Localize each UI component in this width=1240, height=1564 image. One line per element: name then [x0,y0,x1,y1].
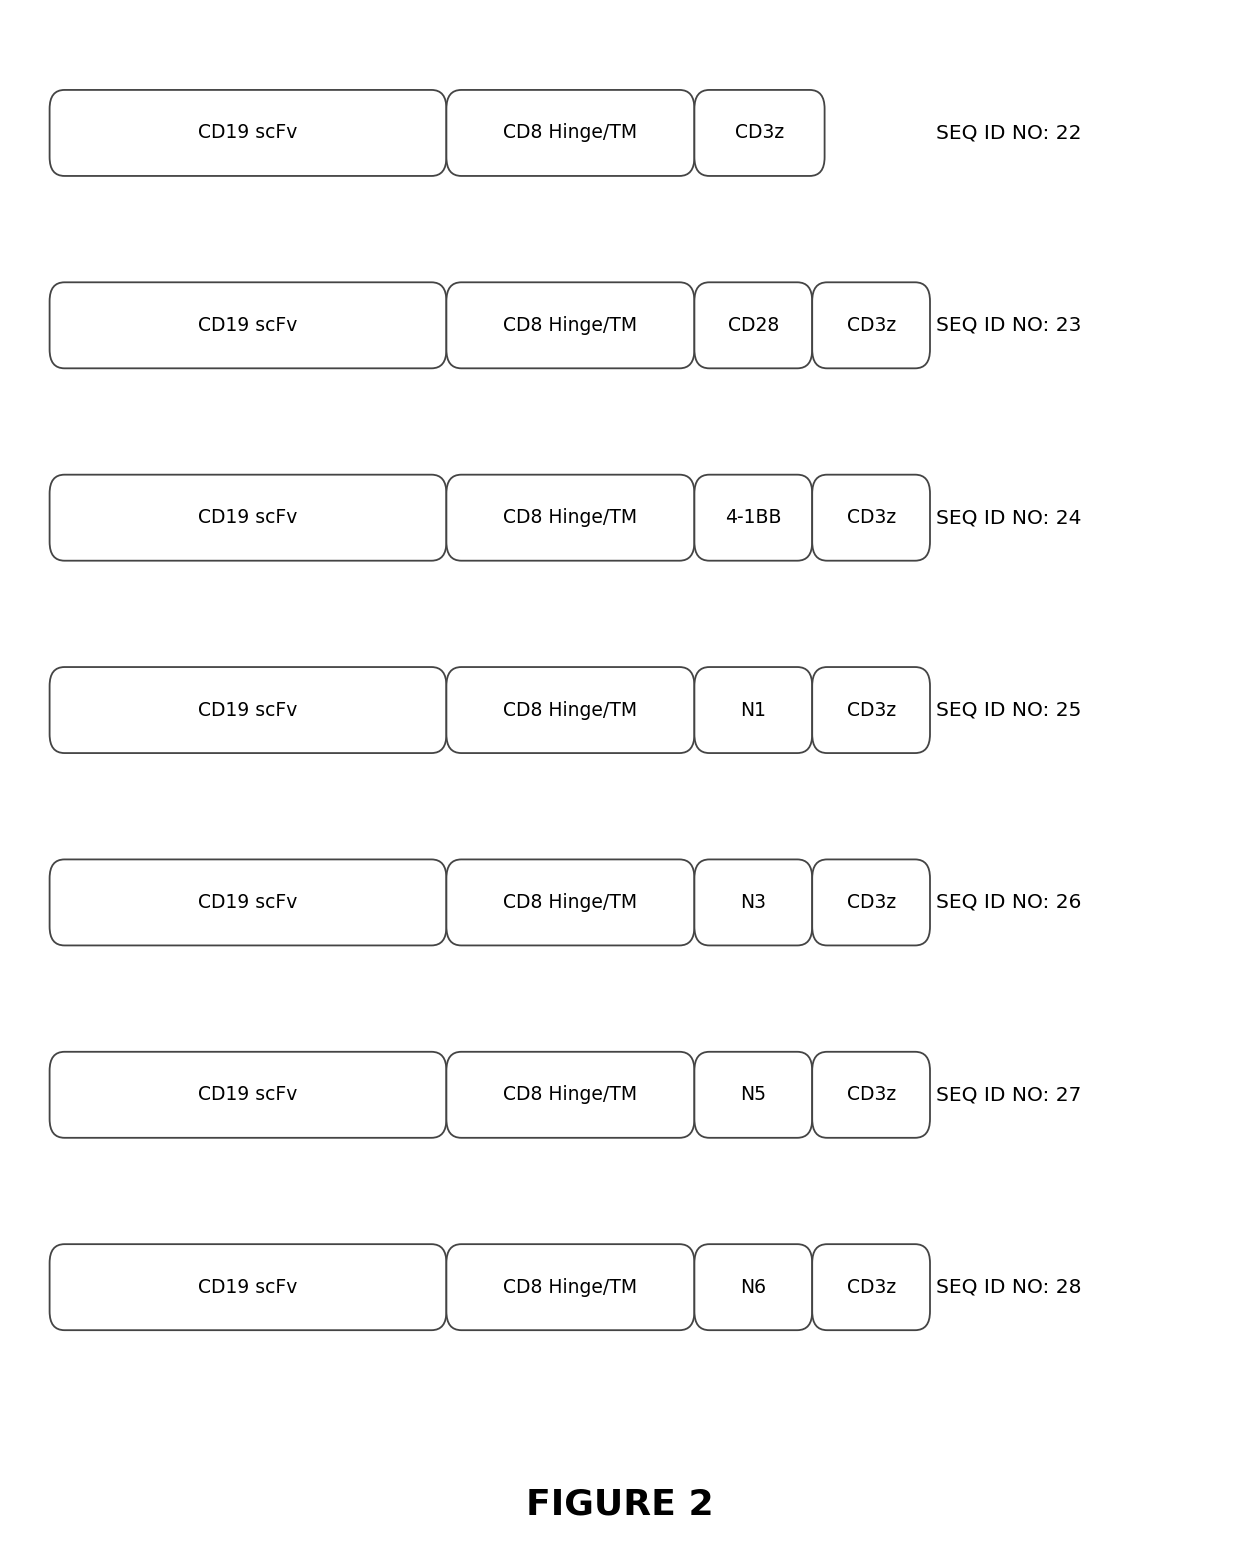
FancyBboxPatch shape [446,474,694,560]
FancyBboxPatch shape [446,666,694,752]
FancyBboxPatch shape [812,282,930,368]
Text: SEQ ID NO: 28: SEQ ID NO: 28 [936,1278,1081,1297]
Text: CD8 Hinge/TM: CD8 Hinge/TM [503,508,637,527]
Text: SEQ ID NO: 22: SEQ ID NO: 22 [936,124,1081,142]
FancyBboxPatch shape [50,282,446,368]
Text: CD8 Hinge/TM: CD8 Hinge/TM [503,1278,637,1297]
FancyBboxPatch shape [446,1051,694,1137]
FancyBboxPatch shape [694,666,812,752]
Text: CD19 scFv: CD19 scFv [198,316,298,335]
Text: CD8 Hinge/TM: CD8 Hinge/TM [503,893,637,912]
Text: 4-1BB: 4-1BB [725,508,781,527]
Text: CD8 Hinge/TM: CD8 Hinge/TM [503,701,637,719]
Text: CD19 scFv: CD19 scFv [198,1278,298,1297]
FancyBboxPatch shape [50,1243,446,1329]
Text: CD8 Hinge/TM: CD8 Hinge/TM [503,124,637,142]
Text: N1: N1 [740,701,766,719]
Text: SEQ ID NO: 23: SEQ ID NO: 23 [936,316,1081,335]
Text: CD3z: CD3z [847,1278,895,1297]
FancyBboxPatch shape [812,860,930,945]
Text: SEQ ID NO: 25: SEQ ID NO: 25 [936,701,1081,719]
Text: CD3z: CD3z [847,893,895,912]
Text: CD19 scFv: CD19 scFv [198,893,298,912]
FancyBboxPatch shape [50,474,446,560]
FancyBboxPatch shape [446,860,694,945]
Text: N5: N5 [740,1085,766,1104]
Text: CD3z: CD3z [847,1085,895,1104]
Text: CD3z: CD3z [735,124,784,142]
Text: CD19 scFv: CD19 scFv [198,1085,298,1104]
FancyBboxPatch shape [50,666,446,752]
FancyBboxPatch shape [694,474,812,560]
Text: CD19 scFv: CD19 scFv [198,508,298,527]
Text: CD3z: CD3z [847,701,895,719]
Text: CD19 scFv: CD19 scFv [198,124,298,142]
Text: CD3z: CD3z [847,508,895,527]
FancyBboxPatch shape [694,282,812,368]
Text: SEQ ID NO: 24: SEQ ID NO: 24 [936,508,1081,527]
FancyBboxPatch shape [812,1051,930,1137]
FancyBboxPatch shape [50,1051,446,1137]
FancyBboxPatch shape [50,89,446,175]
Text: N3: N3 [740,893,766,912]
Text: SEQ ID NO: 26: SEQ ID NO: 26 [936,893,1081,912]
Text: CD28: CD28 [728,316,779,335]
FancyBboxPatch shape [50,860,446,945]
Text: FIGURE 2: FIGURE 2 [526,1487,714,1522]
FancyBboxPatch shape [694,860,812,945]
FancyBboxPatch shape [812,1243,930,1329]
FancyBboxPatch shape [694,1243,812,1329]
Text: CD8 Hinge/TM: CD8 Hinge/TM [503,316,637,335]
Text: N6: N6 [740,1278,766,1297]
FancyBboxPatch shape [446,1243,694,1329]
FancyBboxPatch shape [446,89,694,175]
FancyBboxPatch shape [812,474,930,560]
Text: CD19 scFv: CD19 scFv [198,701,298,719]
Text: CD8 Hinge/TM: CD8 Hinge/TM [503,1085,637,1104]
FancyBboxPatch shape [694,1051,812,1137]
FancyBboxPatch shape [812,666,930,752]
FancyBboxPatch shape [446,282,694,368]
Text: CD3z: CD3z [847,316,895,335]
Text: SEQ ID NO: 27: SEQ ID NO: 27 [936,1085,1081,1104]
FancyBboxPatch shape [694,89,825,175]
